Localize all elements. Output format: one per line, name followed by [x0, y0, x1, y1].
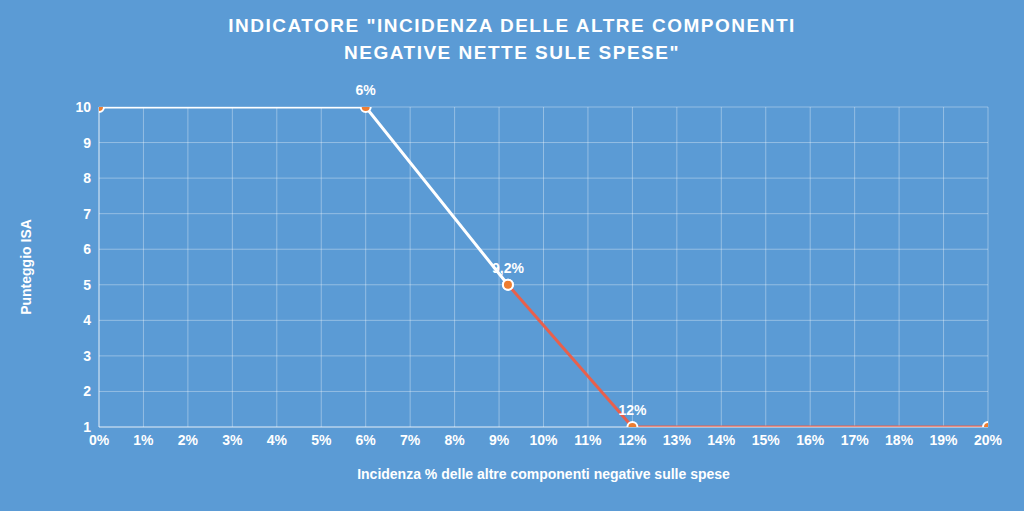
- svg-text:7: 7: [83, 206, 91, 222]
- svg-text:10%: 10%: [529, 432, 558, 448]
- svg-text:4%: 4%: [267, 432, 288, 448]
- svg-text:2%: 2%: [178, 432, 199, 448]
- svg-text:9: 9: [83, 135, 91, 151]
- svg-text:20%: 20%: [974, 432, 1003, 448]
- svg-text:6: 6: [83, 241, 91, 257]
- svg-text:10: 10: [75, 99, 91, 115]
- svg-text:11%: 11%: [574, 432, 602, 448]
- svg-text:12%: 12%: [618, 402, 647, 418]
- svg-text:Punteggio ISA: Punteggio ISA: [18, 219, 34, 315]
- svg-text:19%: 19%: [930, 432, 959, 448]
- svg-text:9%: 9%: [489, 432, 510, 448]
- svg-text:13%: 13%: [663, 432, 692, 448]
- svg-text:15%: 15%: [752, 432, 781, 448]
- svg-text:17%: 17%: [841, 432, 870, 448]
- svg-text:7%: 7%: [400, 432, 421, 448]
- svg-text:12%: 12%: [618, 432, 647, 448]
- svg-text:5%: 5%: [311, 432, 332, 448]
- svg-text:3: 3: [83, 348, 91, 364]
- svg-text:16%: 16%: [796, 432, 825, 448]
- svg-text:Incidenza % delle altre compon: Incidenza % delle altre componenti negat…: [357, 466, 730, 482]
- svg-text:2: 2: [83, 383, 91, 399]
- svg-text:5: 5: [83, 277, 91, 293]
- svg-text:6%: 6%: [356, 432, 377, 448]
- svg-text:18%: 18%: [885, 432, 914, 448]
- html-text:INDICATORE "INCIDENZA DELLE AL: INDICATORE "INCIDENZA DELLE ALTRE COMPON…: [228, 15, 796, 36]
- svg-text:4: 4: [83, 312, 91, 328]
- svg-text:8: 8: [83, 170, 91, 186]
- svg-text:0%: 0%: [89, 432, 110, 448]
- svg-text:6%: 6%: [356, 82, 377, 98]
- svg-text:9,2%: 9,2%: [492, 260, 524, 276]
- svg-text:8%: 8%: [444, 432, 465, 448]
- svg-text:3%: 3%: [222, 432, 243, 448]
- html-text:NEGATIVE NETTE SULE SPESE": NEGATIVE NETTE SULE SPESE": [344, 42, 680, 63]
- svg-text:14%: 14%: [707, 432, 736, 448]
- svg-text:1: 1: [83, 419, 91, 435]
- svg-text:1%: 1%: [133, 432, 154, 448]
